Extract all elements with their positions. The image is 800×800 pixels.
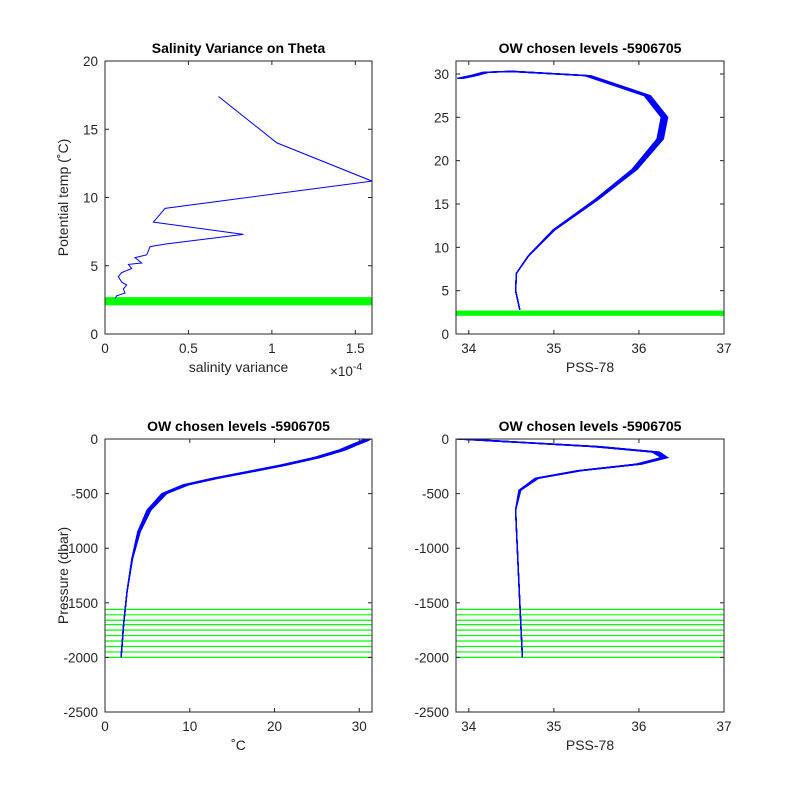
series-line [459,70,665,310]
exponent-power: -4 [353,361,362,373]
x-tick-label: 0 [101,719,109,734]
series-line [458,70,664,310]
chosen-level-band [105,297,372,306]
axes-frame [455,60,725,335]
x-tick-label: 36 [631,341,646,356]
axes-frame [104,60,373,335]
series-line [458,70,664,310]
series-line [462,70,668,310]
series-line [456,70,662,310]
y-tick-label: -2000 [63,650,98,665]
x-tick-label: 10 [182,719,197,734]
series-line [457,70,663,310]
series-line [460,70,666,310]
y-tick-label: 0 [441,432,449,447]
x-tick-label: 35 [546,341,561,356]
axes-frame [455,438,725,713]
subplot-3: 0 10 20 30 -2500 -2000 -1500 -1000 -500 0 OW chose… [55,418,373,753]
y-tick-label: 10 [434,240,449,255]
chart-title: Salinity Variance on Theta [152,40,326,56]
x-tick-label: 34 [461,341,477,356]
y-tick-label: 20 [434,154,449,169]
x-tick-label: 35 [546,719,561,734]
y-tick-label: 5 [441,284,449,299]
subplot-1: 0 0.5 1 1.5 0 5 10 15 20 Salinity Variance on The… [55,40,373,379]
y-tick-label: -1500 [414,596,449,611]
x-tick-label: 20 [267,719,282,734]
y-tick-label: 5 [90,259,98,274]
y-tick-label: -1000 [63,541,98,556]
series-line [114,96,372,299]
series-line [457,70,663,310]
x-tick-label: 0 [101,341,109,356]
y-tick-label: -2000 [414,650,449,665]
x-axis-label: salinity variance [189,359,289,375]
y-tick-label: 0 [441,327,449,342]
plot-area [456,439,724,659]
x-tick-label: 36 [631,719,646,734]
y-tick-label: 10 [83,191,98,206]
series-line [463,439,670,658]
x-exponent-label: ×10-4 [330,361,362,379]
x-tick-label: 37 [716,719,731,734]
chart-title: OW chosen levels -5906705 [147,418,330,434]
y-tick-label: -500 [422,487,449,502]
y-tick-label: 15 [83,122,98,137]
chart-title: OW chosen levels -5906705 [499,418,682,434]
x-tick-label: 37 [716,341,731,356]
y-tick-label: -2500 [414,705,449,720]
series-line [461,70,667,310]
series-line [120,439,372,658]
subplot-4: 34 35 36 37 -2500 -2000 -1500 -1000 -500 0 OW chos… [414,418,731,753]
x-tick-label: 1.5 [346,341,365,356]
chart-title: OW chosen levels -5906705 [499,40,682,56]
chosen-level-band [456,310,724,316]
y-tick-label: -2500 [63,705,98,720]
plot-area [105,439,372,659]
x-axis-label: PSS-78 [566,737,614,753]
y-tick-label: -500 [71,487,98,502]
x-tick-label: 30 [352,719,367,734]
series-line [463,70,669,310]
y-tick-label: 0 [90,432,98,447]
axes-frame [104,438,373,713]
x-axis-label: ˚C [231,737,246,753]
x-tick-label: 34 [461,719,477,734]
y-tick-label: 0 [90,327,98,342]
y-tick-label: 30 [434,67,449,82]
y-tick-label: 20 [83,54,98,69]
subplot-2: 34 35 36 37 0 5 10 15 20 25 30 OW chosen levels -59… [434,40,732,375]
y-tick-label: 15 [434,197,449,212]
y-tick-label: 25 [434,110,449,125]
series-line [461,70,667,310]
exponent-base: ×10 [330,364,353,379]
y-axis-label: Pressure (dbar) [55,527,71,624]
series-line [462,70,668,310]
y-tick-label: -1500 [63,596,98,611]
x-tick-label: 1 [268,341,276,356]
x-axis-label: PSS-78 [566,359,614,375]
series-line [460,70,666,310]
plot-area [456,70,724,316]
y-tick-label: -1000 [414,541,449,556]
series-line [459,70,665,310]
plot-area [105,96,372,306]
x-tick-label: 0.5 [179,341,198,356]
y-axis-label: Potential temp (˚C) [55,139,71,256]
